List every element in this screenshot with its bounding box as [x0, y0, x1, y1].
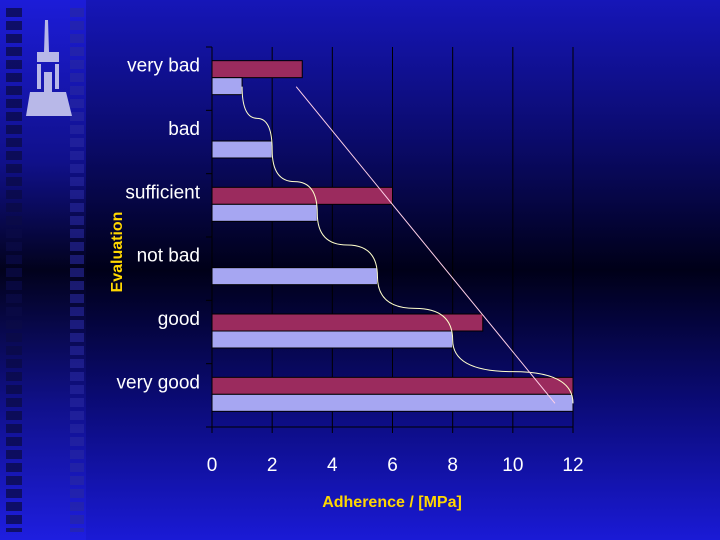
- bar-bad-series-2: [211, 140, 273, 159]
- chart-grid: [271, 47, 574, 427]
- bar-not-bad-series-2: [211, 267, 378, 286]
- x-axis-title: Adherence / [MPa]: [322, 494, 462, 511]
- chart-trend-lines: [241, 86, 574, 404]
- bar-good-series-1: [211, 313, 484, 332]
- x-tick-labels: 0 2 4 6 8 10 12: [207, 455, 584, 476]
- category-label-not-bad: not bad: [137, 246, 200, 267]
- chart-axes: [206, 46, 574, 433]
- sidebar-square-pattern-right: [70, 8, 84, 532]
- category-label-sufficient: sufficient: [125, 182, 200, 203]
- category-labels: very bad bad sufficient not bad good very goo…: [117, 56, 201, 394]
- bar-sufficient-series-2: [211, 203, 318, 222]
- x-tick-label-4: 4: [327, 455, 338, 476]
- y-axis-title: Evaluation: [109, 212, 126, 293]
- x-tick-label-10: 10: [502, 455, 523, 476]
- x-tick-label-6: 6: [387, 455, 398, 476]
- category-label-very-good: very good: [117, 372, 200, 393]
- bar-very-bad-series-2: [211, 77, 243, 96]
- sidebar-square-pattern: [6, 8, 22, 532]
- trend-line-1: [241, 86, 574, 404]
- category-label-bad: bad: [168, 119, 200, 140]
- bar-good-series-2: [211, 330, 454, 349]
- sidebar-decoration: [0, 0, 86, 540]
- tower-icon: [26, 20, 72, 116]
- x-tick-label-2: 2: [267, 455, 278, 476]
- bar-very-good-series-1: [211, 376, 574, 395]
- bar-very-good-series-2: [211, 393, 574, 412]
- x-tick-label-0: 0: [207, 455, 218, 476]
- category-label-good: good: [158, 309, 200, 330]
- category-label-very-bad: very bad: [127, 56, 200, 77]
- chart-bars: [211, 60, 574, 412]
- trend-line-2: [295, 86, 556, 404]
- x-tick-label-12: 12: [562, 455, 583, 476]
- bar-sufficient-series-1: [211, 186, 393, 205]
- bar-very-bad-series-1: [211, 60, 303, 79]
- x-tick-label-8: 8: [447, 455, 458, 476]
